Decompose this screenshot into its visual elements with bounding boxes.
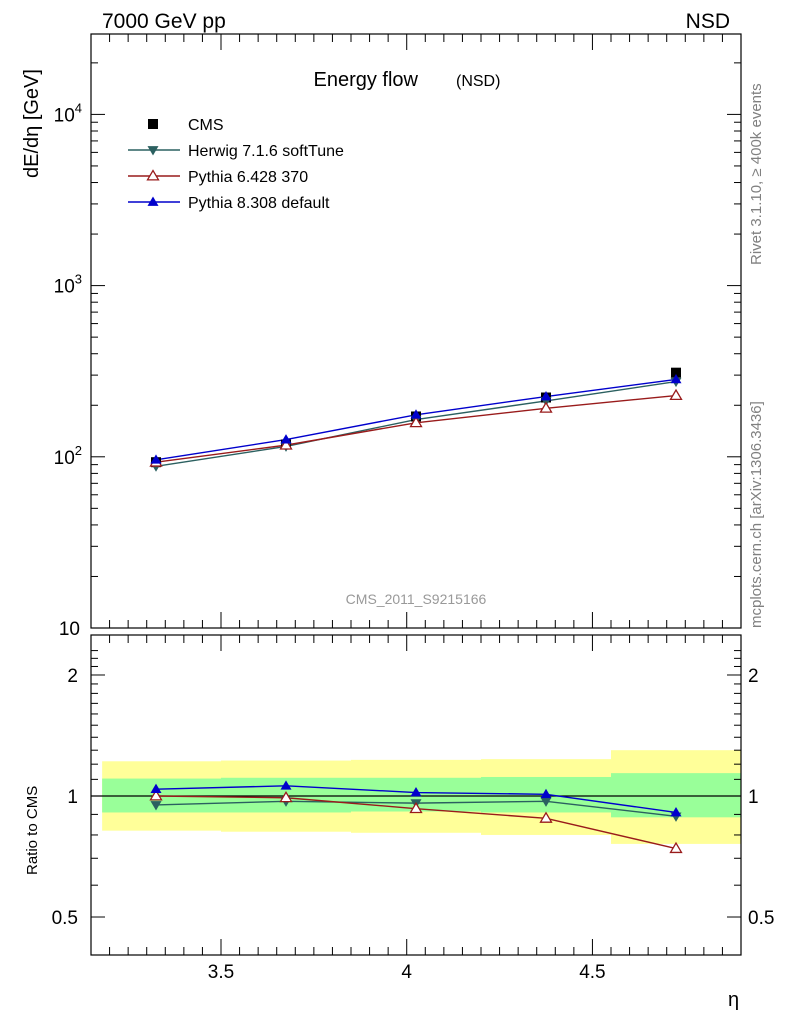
main-panel: Energy flow (NSD) dE/dη [GeV] CMS_2011_S… — [21, 33, 742, 640]
legend-label-2: Pythia 6.428 370 — [188, 169, 308, 186]
ratio-panel: Ratio to CMS η 0.5 0.5 1 1 2 2 3.5 4 4.5 — [24, 634, 774, 1011]
data-point-3-3 — [540, 391, 552, 401]
ratio-point-1-2 — [409, 801, 423, 814]
ratio-point-1-1 — [279, 790, 293, 803]
x-tick-label: 4 — [401, 962, 412, 983]
main-y-tick-label: 104 — [54, 100, 82, 126]
legend-marker-3 — [147, 196, 159, 206]
header-left: 7000 GeV pp — [102, 10, 226, 33]
legend: CMS Herwig 7.1.6 softTune Pythia 6.428 370… — [128, 117, 344, 212]
ratio-point-2-1 — [280, 780, 292, 790]
legend-label-3: Pythia 8.308 default — [188, 195, 330, 212]
main-y-tick-label: 103 — [54, 272, 82, 298]
ratio-point-2-4 — [670, 806, 682, 817]
ratio-point-2-0 — [150, 783, 162, 794]
x-axis-label: η — [728, 989, 739, 1011]
ratio-point-0-0 — [150, 801, 162, 811]
ratio-y-tick-label: 1 — [67, 787, 78, 808]
legend-label-1: Herwig 7.1.6 softTune — [188, 143, 344, 160]
ratio-y-tick-label: 2 — [67, 666, 78, 687]
ratio-point-1-0 — [149, 789, 163, 801]
data-point-2-2 — [409, 416, 423, 428]
data-point-3-2 — [410, 409, 422, 419]
data-point-3-1 — [280, 434, 292, 444]
main-y-tick-label: 102 — [54, 443, 82, 469]
main-title: Energy flow — [314, 69, 419, 91]
data-point-3-4 — [670, 373, 682, 384]
ratio-y-tick-label-right: 1 — [748, 787, 759, 808]
main-plot-frame — [90, 33, 742, 629]
ratio-point-1-3 — [539, 811, 553, 823]
data-point-2-3 — [539, 401, 553, 413]
header-right: NSD — [686, 10, 730, 33]
ratio-point-1-4 — [669, 841, 683, 854]
x-tick-label: 3.5 — [208, 962, 234, 983]
ratio-point-2-3 — [540, 788, 552, 799]
ratio-point-2-2 — [410, 787, 422, 797]
series-line-2 — [155, 394, 677, 463]
ratio-y-tick-label-right: 2 — [748, 666, 759, 687]
legend-marker-2 — [146, 169, 160, 181]
ratio-y-tick-label-right: 0.5 — [748, 908, 774, 929]
ratio-point-0-3 — [540, 797, 552, 807]
data-point-2-4 — [669, 388, 683, 401]
main-title-suffix: (NSD) — [456, 73, 500, 90]
ratio-y-axis-label: Ratio to CMS — [24, 786, 41, 875]
analysis-watermark: CMS_2011_S9215166 — [346, 591, 487, 607]
main-y-axis-label: dE/dη [GeV] — [21, 69, 43, 178]
ratio-plot-frame — [90, 634, 742, 956]
mcplots-label: mcplots.cern.ch [arXiv:1306.3436] — [748, 401, 765, 628]
data-point-0-4 — [671, 367, 681, 378]
data-point-3-0 — [150, 454, 162, 464]
legend-label-0: CMS — [188, 117, 224, 134]
ratio-y-tick-label: 0.5 — [52, 908, 78, 929]
main-y-tick-label: 10 — [59, 619, 80, 640]
data-point-2-1 — [279, 438, 293, 450]
legend-marker-1 — [147, 146, 159, 156]
legend-marker-0 — [148, 119, 158, 129]
rivet-label: Rivet 3.1.10, ≥ 400k events — [748, 83, 765, 265]
x-tick-label: 4.5 — [579, 962, 605, 983]
